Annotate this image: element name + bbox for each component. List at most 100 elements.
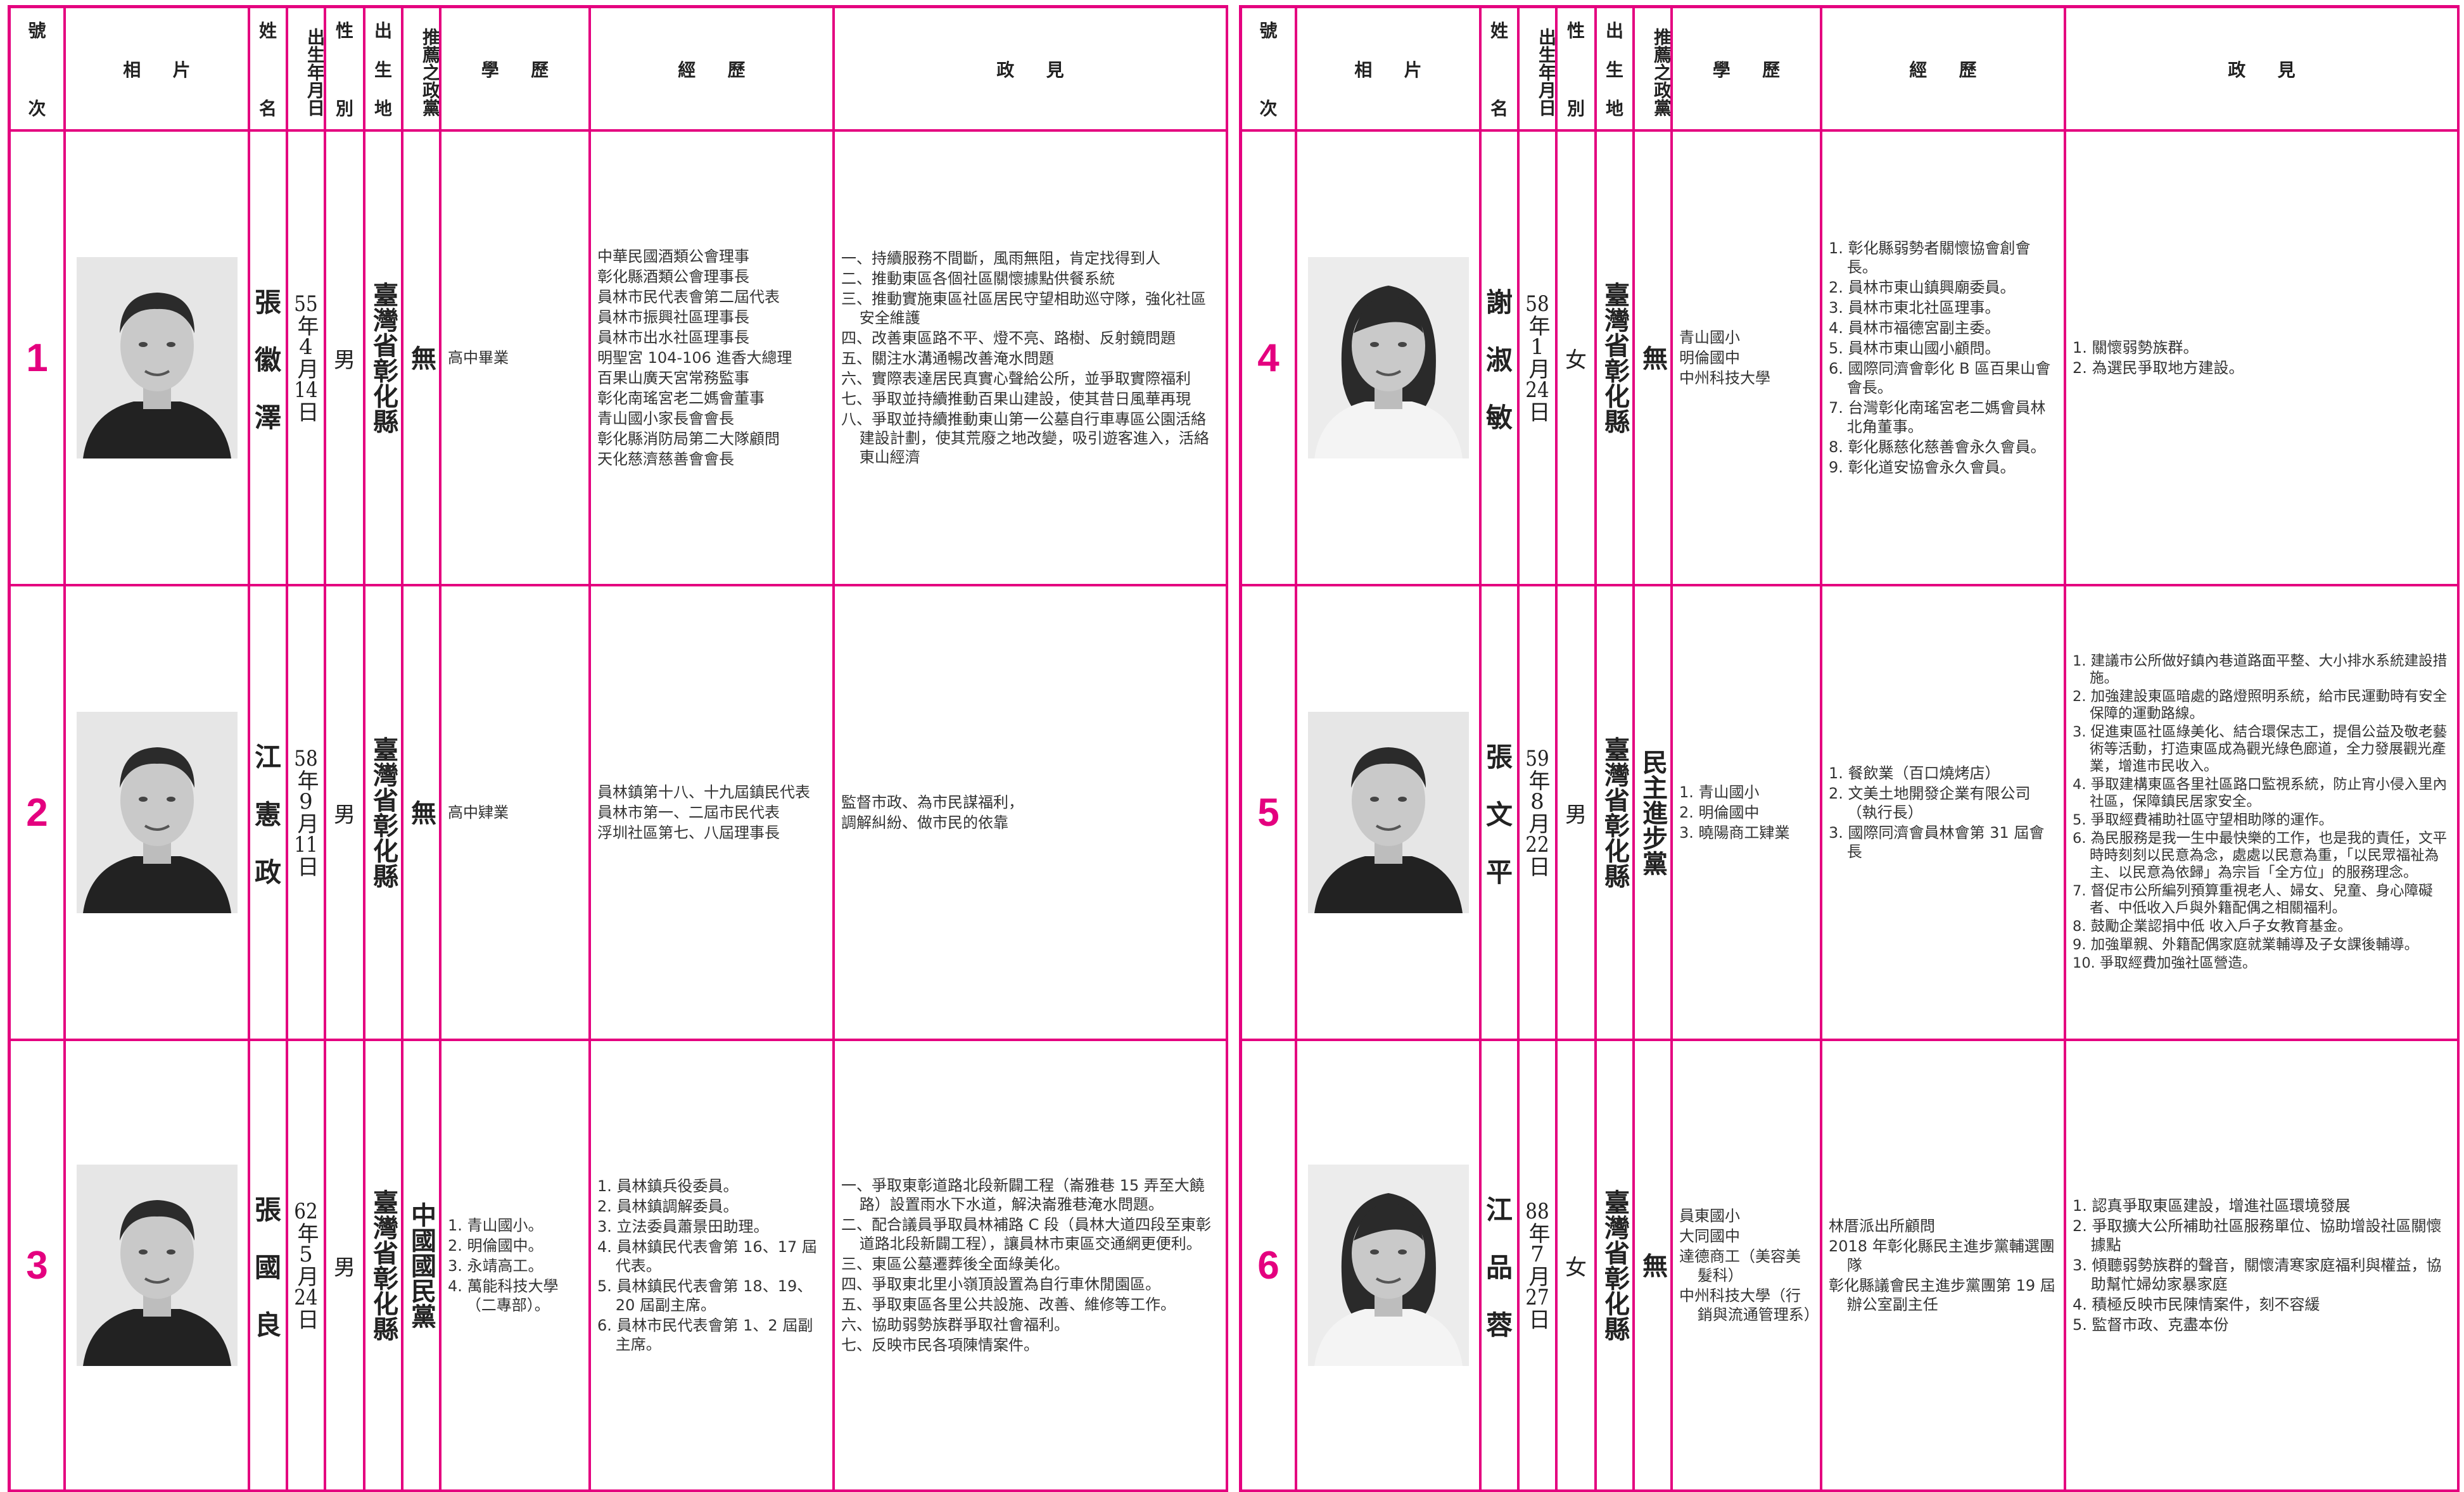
platform-item: 一、爭取東彰道路北段新闢工程（崙雅巷 15 弄至大饒路）設置雨水下水道，解決崙雅… — [841, 1177, 1205, 1213]
education-item: 高中畢業 — [448, 349, 509, 367]
experience-item: 員林市振興社區理事長 — [597, 308, 749, 326]
education-list: 青山國小 明倫國中 中州科技大學 — [1679, 327, 1770, 389]
header-text: 政見 — [2228, 59, 2328, 80]
experience-item: 彰化縣消防局第二大隊顧問 — [597, 430, 780, 448]
header-cell: 相片 — [1297, 8, 1482, 132]
education-item: 2. 明倫國中 — [1679, 804, 1760, 821]
candidate-photo — [1307, 257, 1469, 458]
header-text: 出生地 — [1605, 20, 1623, 119]
experience-item: 3. 立法委員蕭景田助理。 — [597, 1218, 769, 1236]
header-cell: 政見 — [2066, 8, 2460, 132]
candidate-number: 1 — [26, 336, 48, 380]
experience-cell: 1. 員林鎮兵役委員。 2. 員林鎮調解委員。 3. 立法委員蕭景田助理。 4. 員林… — [591, 1041, 835, 1492]
candidate-birth: 58年1月24日 — [1525, 293, 1550, 422]
candidate-party: 無 — [407, 345, 436, 370]
education-cell: 高中肄業 — [441, 586, 591, 1041]
platform-list: 一、爭取東彰道路北段新闢工程（崙雅巷 15 弄至大饒路）設置雨水下水道，解決崙雅… — [841, 1175, 1219, 1356]
experience-item: 3. 國際同濟會員林會第 31 屆會長 — [1829, 824, 2045, 861]
candidate-party: 無 — [1638, 1253, 1668, 1278]
header-cell: 姓名 — [1482, 8, 1520, 132]
candidate-birthplace: 臺灣省彰化縣 — [369, 737, 398, 888]
platform-cell: 1. 認真爭取東區建設，增進社區環境發展 2. 爭取擴大公所補助社區服務單位、協助… — [2066, 1041, 2460, 1492]
birth-cell: 88年7月27日 — [1520, 1041, 1558, 1492]
header-text: 政見 — [996, 59, 1096, 80]
platform-item: 4. 積極反映市民陳情案件，刻不容緩 — [2073, 1296, 2320, 1313]
experience-cell: 1. 彰化縣弱勢者關懷協會創會長。 2. 員林市東山鎮興廟委員。 3. 員林市東北社… — [1822, 132, 2066, 586]
platform-cell: 1. 關懷弱勢族群。 2. 為選民爭取地方建設。 — [2066, 132, 2460, 586]
experience-item: 6. 員林市民代表會第 1、2 屆副主席。 — [597, 1317, 813, 1353]
platform-cell: 一、持續服務不間斷，風雨無阻，肯定找得到人 二、推動東區各個社區關懷據點供餐系統三… — [835, 132, 1228, 586]
header-text: 相片 — [1354, 59, 1454, 80]
header-text: 性別 — [1566, 20, 1585, 119]
education-list: 高中畢業 — [448, 347, 509, 369]
header-text: 姓名 — [258, 20, 277, 119]
header-text: 出生年月日 — [1536, 27, 1557, 117]
candidate-name: 江憲政 — [254, 741, 281, 888]
platform-list: 一、持續服務不間斷，風雨無阻，肯定找得到人 二、推動東區各個社區關懷據點供餐系統三… — [841, 248, 1219, 468]
platform-item: 二、推動東區各個社區關懷據點供餐系統 — [841, 270, 1115, 288]
birthplace-cell: 臺灣省彰化縣 — [1597, 586, 1635, 1041]
photo-cell — [1297, 586, 1482, 1041]
experience-item: 林厝派出所顧問 — [1829, 1217, 1935, 1235]
header-text: 經歷 — [1909, 59, 2009, 80]
experience-item: 6. 國際同濟會彰化 B 區百果山會會長。 — [1829, 360, 2051, 396]
platform-item: 五、爭取東區各里公共設施、改善、維修等工作。 — [841, 1296, 1176, 1313]
birthplace-cell: 臺灣省彰化縣 — [365, 132, 403, 586]
platform-item: 1. 關懷弱勢族群。 — [2073, 339, 2199, 357]
candidate-photo — [76, 712, 238, 913]
education-item: 青山國小 — [1679, 329, 1740, 346]
photo-cell — [66, 1041, 250, 1492]
platform-item: 六、實際表達居民真實心聲給公所，並爭取實際福利 — [841, 370, 1191, 388]
platform-item: 三、推動實施東區社區居民守望相助巡守隊，強化社區安全維護 — [841, 290, 1206, 327]
candidate-photo — [76, 1165, 238, 1366]
platform-item: 4. 爭取建構東區各里社區路口監視系統，防止宵小侵入里內社區，保障鎮民居家安全。 — [2073, 776, 2448, 810]
candidate-number: 2 — [26, 790, 48, 835]
experience-item: 3. 員林市東北社區理事。 — [1829, 299, 2000, 317]
header-cell: 性別 — [326, 8, 365, 132]
experience-item: 2018 年彰化縣民主進步黨輔選團隊 — [1829, 1237, 2055, 1274]
experience-item: 員林鎮第十八、十九屆鎮民代表 — [597, 783, 810, 801]
candidate-birthplace: 臺灣省彰化縣 — [369, 1189, 398, 1341]
sex-cell: 男 — [1558, 586, 1597, 1041]
experience-item: 8. 彰化縣慈化慈善會永久會員。 — [1829, 438, 2046, 456]
number-cell: 1 — [11, 132, 66, 586]
header-text: 出生地 — [374, 20, 392, 119]
candidate-number: 5 — [1257, 790, 1280, 835]
platform-list: 1. 關懷弱勢族群。 2. 為選民爭取地方建設。 — [2073, 337, 2244, 379]
header-text: 號次 — [28, 20, 46, 119]
education-item: 達德商工（美容美髮科） — [1679, 1248, 1801, 1284]
name-cell: 張國良 — [250, 1041, 288, 1492]
candidate-birthplace: 臺灣省彰化縣 — [1600, 737, 1630, 888]
platform-item: 五、關注水溝通暢改善淹水問題 — [841, 350, 1054, 367]
platform-item: 8. 鼓勵企業認捐中低 收入戶子女教育基金。 — [2073, 918, 2352, 935]
platform-item: 監督市政、為市民謀福利， — [841, 793, 1024, 811]
candidate-birth: 59年8月22日 — [1525, 748, 1550, 877]
experience-item: 天化慈濟慈善會會長 — [597, 450, 734, 468]
candidate-photo — [76, 257, 238, 458]
education-list: 高中肄業 — [448, 802, 509, 823]
platform-item: 七、爭取並持續推動百果山建設，使其昔日風華再現 — [841, 390, 1191, 408]
candidate-birthplace: 臺灣省彰化縣 — [1600, 1189, 1630, 1341]
experience-item: 4. 員林鎮民代表會第 16、17 屆代表。 — [597, 1238, 817, 1275]
header-cell: 號次 — [11, 8, 66, 132]
platform-item: 四、改善東區路不平、燈不亮、路樹、反射鏡問題 — [841, 329, 1176, 347]
education-item: 高中肄業 — [448, 804, 509, 821]
candidate-name: 張國良 — [254, 1194, 281, 1341]
platform-item: 2. 加強建設東區暗處的路燈照明系統，給市民運動時有安全保障的運動路線。 — [2073, 688, 2448, 722]
birthplace-cell: 臺灣省彰化縣 — [1597, 132, 1635, 586]
birth-cell: 58年9月11日 — [288, 586, 326, 1041]
platform-list: 監督市政、為市民謀福利， 調解糾紛、做市民的依靠 — [841, 792, 1024, 833]
header-text: 推薦之政黨 — [420, 27, 441, 117]
platform-item: 3. 促進東區社區綠美化、結合環保志工，提倡公益及敬老藝術等活動，打造東區成為觀… — [2073, 724, 2448, 774]
candidate-name: 謝淑敏 — [1485, 286, 1513, 433]
birthplace-cell: 臺灣省彰化縣 — [365, 586, 403, 1041]
experience-cell: 1. 餐飲業（百口燒烤店） 2. 文美土地開發企業有限公司（執行長） 3. 國際同濟… — [1822, 586, 2066, 1041]
candidate-party: 無 — [1638, 345, 1668, 370]
candidate-photo — [1307, 1165, 1469, 1366]
photo-cell — [1297, 132, 1482, 586]
platform-item: 5. 監督市政、克盡本份 — [2073, 1316, 2229, 1334]
education-cell: 高中畢業 — [441, 132, 591, 586]
candidate-birth: 55年4月14日 — [293, 293, 319, 422]
candidate-party: 無 — [407, 800, 436, 825]
sex-cell: 男 — [326, 586, 365, 1041]
